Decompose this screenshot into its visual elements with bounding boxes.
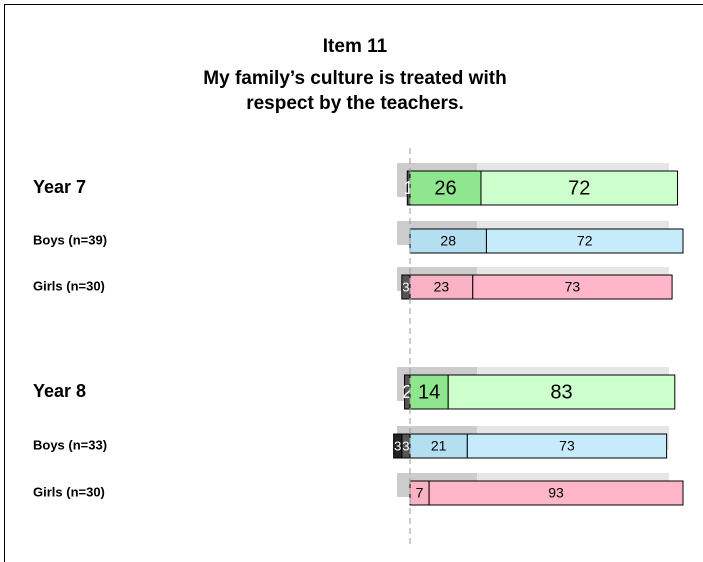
value-label: 7 [416, 485, 424, 501]
category-label: Boys (n=33) [33, 437, 107, 452]
chart-subtitle: My family’s culture is treated with [203, 68, 506, 89]
bar-segment [409, 170, 482, 206]
value-label: 26 [434, 177, 456, 199]
value-label: 14 [418, 381, 440, 403]
bar-segment [472, 274, 673, 300]
bar-segment [447, 374, 676, 410]
value-label: 72 [577, 233, 593, 249]
category-label: Girls (n=30) [33, 278, 105, 293]
value-label: 23 [434, 279, 450, 295]
bar-segment [393, 433, 403, 459]
value-label: 73 [559, 438, 575, 454]
bar-segment [409, 228, 487, 254]
bar-segment [466, 433, 668, 459]
category-label: Girls (n=30) [33, 484, 105, 499]
bar-segment [485, 228, 684, 254]
bar-segment [480, 170, 679, 206]
value-label: 72 [568, 177, 590, 199]
value-label: 2 [402, 382, 412, 402]
value-label: 28 [440, 233, 456, 249]
frame [4, 4, 703, 562]
chart-subtitle: respect by the teachers. [246, 93, 464, 114]
bar-segment [409, 374, 449, 410]
value-label: 3 [402, 438, 409, 453]
bar-segment [409, 274, 474, 300]
value-label: 1 [404, 178, 414, 198]
value-label: 93 [548, 485, 564, 501]
chart-title: Item 11 [323, 36, 388, 57]
bar-segment [428, 480, 684, 506]
value-label: 21 [431, 438, 447, 454]
category-label: Year 8 [33, 381, 86, 401]
value-label: 3 [394, 438, 401, 453]
category-label: Boys (n=39) [33, 232, 107, 247]
value-label: 3 [402, 279, 409, 294]
value-label: 73 [565, 279, 581, 295]
value-label: 83 [550, 381, 572, 403]
category-label: Year 7 [33, 177, 86, 197]
